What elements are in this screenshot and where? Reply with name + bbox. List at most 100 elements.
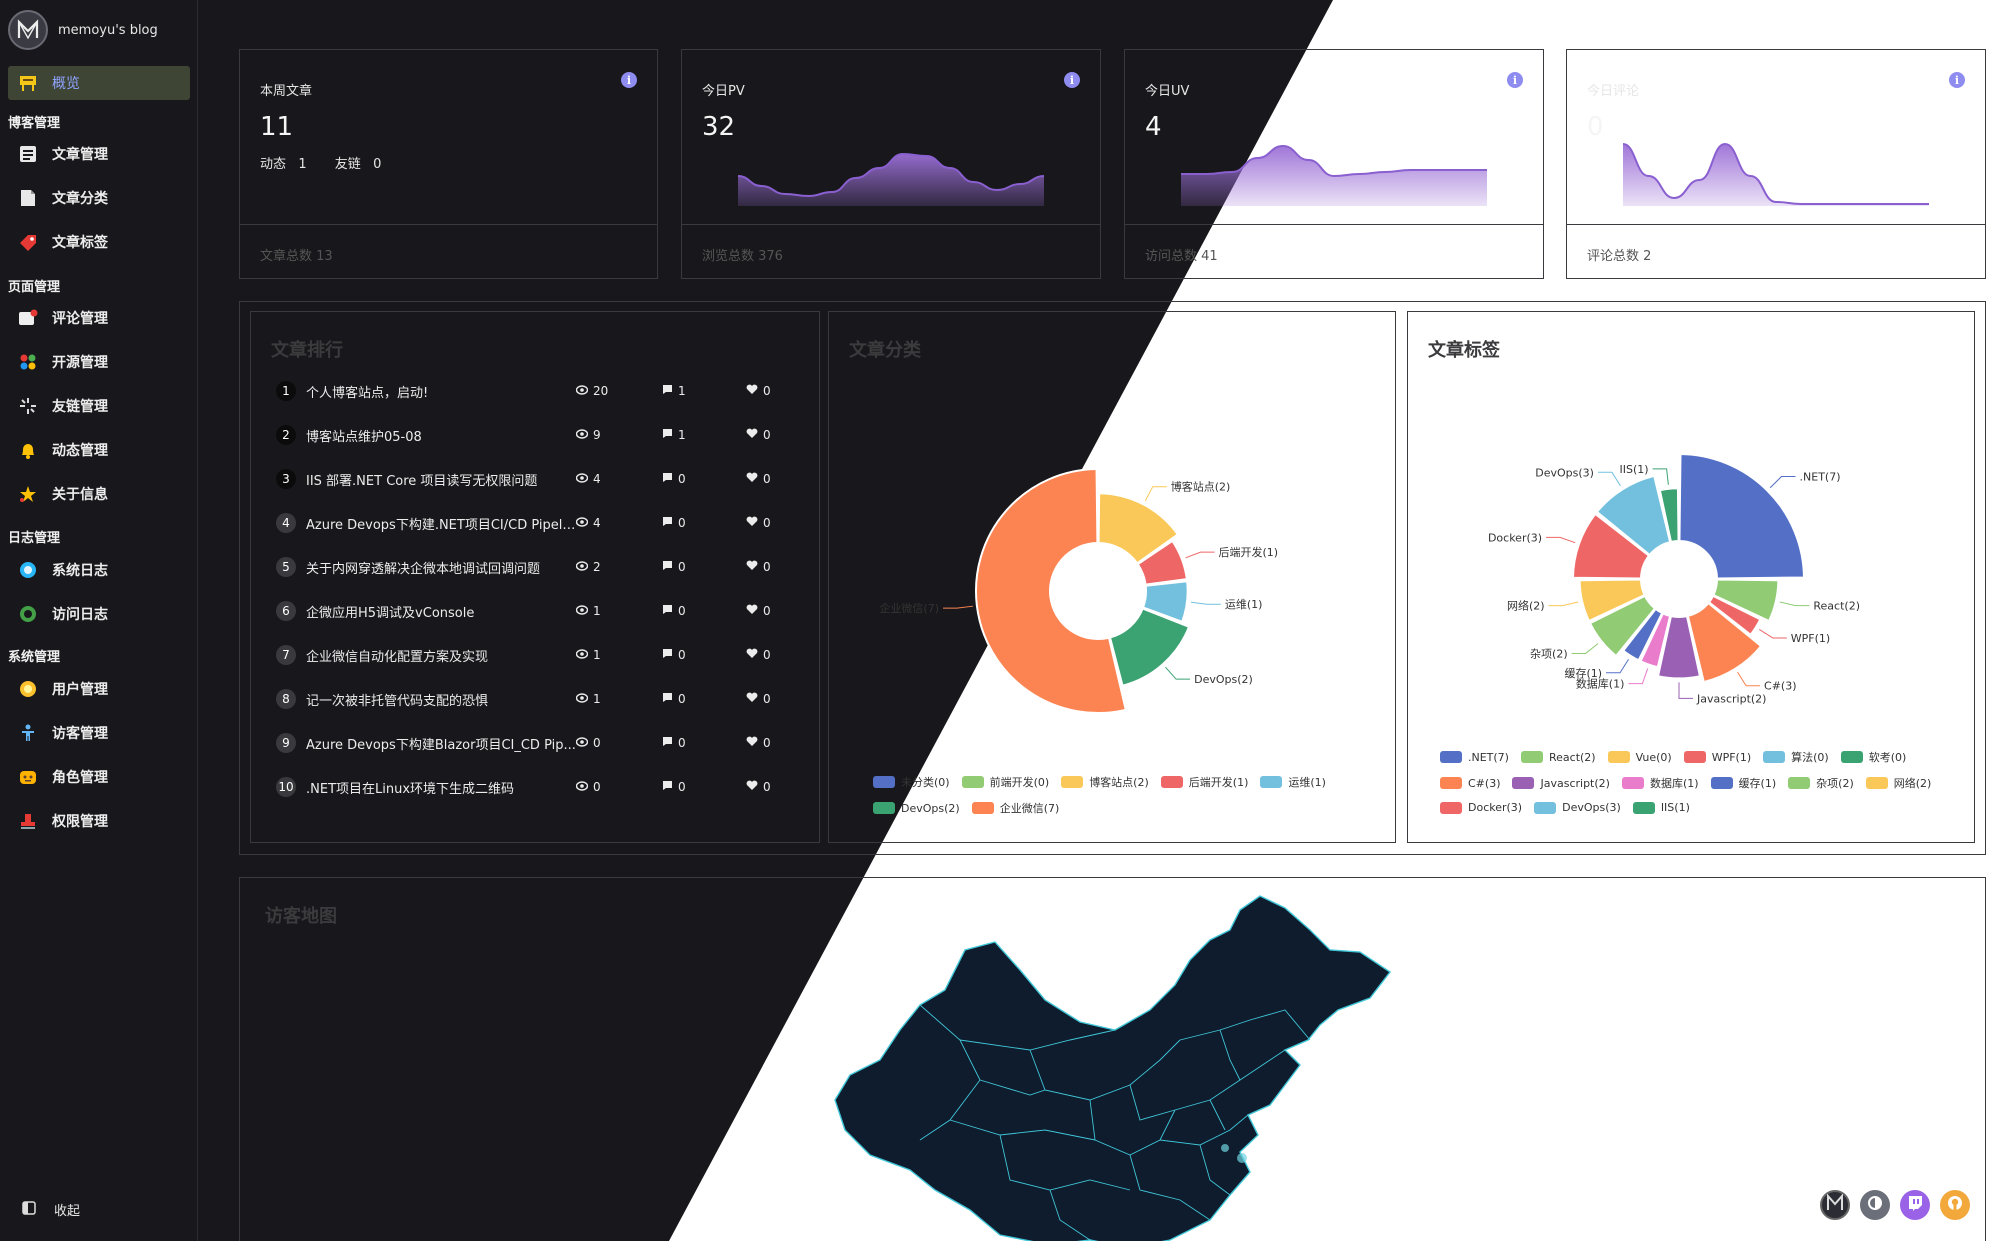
nav-label: 开源管理: [52, 355, 108, 371]
legend-item[interactable]: 数据库(1): [1621, 775, 1699, 791]
legend-item[interactable]: C#(3): [1440, 775, 1500, 791]
map-visitor-marker[interactable]: [1237, 1153, 1247, 1163]
legend-item[interactable]: DevOps(2): [873, 800, 960, 816]
ranking-row[interactable]: 8 记一次被非托管代码支配的恐惧 1 0 0: [276, 687, 786, 711]
nav-accesslog[interactable]: 访问日志: [18, 603, 108, 625]
legend-item[interactable]: 博客站点(2): [1061, 774, 1149, 790]
map-region[interactable]: [834, 895, 1392, 1241]
nav-friendlinks[interactable]: 友链管理: [18, 395, 108, 417]
info-icon[interactable]: i: [621, 72, 637, 88]
brand[interactable]: memoyu's blog: [8, 10, 158, 50]
heart-icon: [746, 604, 758, 618]
info-icon[interactable]: i: [1949, 72, 1965, 88]
legend-item[interactable]: 网络(2): [1865, 775, 1931, 791]
ranking-row[interactable]: 3 IIS 部署.NET Core 项目读写无权限问题 4 0 0: [276, 467, 786, 491]
nav-roles[interactable]: 角色管理: [18, 766, 108, 788]
rank-article-title[interactable]: 企微应用H5调试及vConsole: [306, 605, 475, 621]
legend-swatch: [1440, 777, 1462, 789]
legend-item[interactable]: 前端开发(0): [961, 774, 1049, 790]
nav-comments[interactable]: 评论管理: [18, 307, 108, 329]
slice-leader-line: [1678, 682, 1693, 699]
rank-article-title[interactable]: 企业微信自动化配置方案及实现: [306, 649, 489, 665]
slice-label: 数据库(1): [1576, 677, 1625, 691]
rank-article-title[interactable]: IIS 部署.NET Core 项目读写无权限问题: [306, 473, 538, 489]
legend-item[interactable]: 未分类(0): [873, 774, 950, 790]
logo-float-button[interactable]: [1820, 1190, 1850, 1220]
pie-slice[interactable]: [1712, 578, 1780, 623]
pie-slice[interactable]: [1136, 539, 1188, 586]
legend-item[interactable]: DevOps(3): [1534, 801, 1621, 814]
legend-item[interactable]: React(2): [1520, 749, 1596, 765]
slice-label: DevOps(3): [1535, 466, 1594, 479]
pie-slice[interactable]: [1571, 512, 1651, 580]
pie-slice[interactable]: [1658, 487, 1680, 544]
twitch-button[interactable]: [1900, 1190, 1930, 1220]
pie-slice[interactable]: [975, 467, 1127, 714]
theme-toggle-button[interactable]: [1860, 1190, 1890, 1220]
nav-opensource[interactable]: 开源管理: [18, 351, 108, 373]
nav-tags[interactable]: 文章标签: [18, 231, 108, 253]
nav-moments[interactable]: 动态管理: [18, 439, 108, 461]
ranking-row[interactable]: 6 企微应用H5调试及vConsole 1 0 0: [276, 599, 786, 623]
nav-permissions[interactable]: 权限管理: [18, 810, 108, 832]
eye-icon: [575, 560, 589, 574]
legend-item[interactable]: IIS(1): [1632, 801, 1690, 814]
rank-article-title[interactable]: 个人博客站点，启动!: [306, 385, 429, 401]
pie-slice[interactable]: [1686, 601, 1763, 684]
ranking-row[interactable]: 5 关于内网穿透解决企微本地调试回调问题 2 0 0: [276, 555, 786, 579]
info-icon[interactable]: i: [1507, 72, 1523, 88]
ranking-row[interactable]: 1 个人博客站点，启动! 20 1 0: [276, 379, 786, 403]
legend-item[interactable]: Javascript(2): [1512, 775, 1610, 791]
rank-article-title[interactable]: Azure Devops下构建Blazor项目CI_CD Pip...: [306, 737, 576, 753]
china-map[interactable]: [830, 890, 1410, 1241]
legend-item[interactable]: 杂项(2): [1788, 775, 1854, 791]
collapse-button[interactable]: 收起: [22, 1200, 80, 1219]
legend-label: 缓存(1): [1738, 777, 1777, 790]
legend-item[interactable]: 企业微信(7): [971, 800, 1059, 816]
stat-footer: 文章总数 13: [240, 224, 657, 278]
rank-article-title[interactable]: 记一次被非托管代码支配的恐惧: [306, 693, 489, 709]
legend-item[interactable]: Vue(0): [1607, 749, 1672, 765]
nav-users[interactable]: 用户管理: [18, 678, 108, 700]
legend-item[interactable]: WPF(1): [1683, 749, 1751, 765]
ranking-row[interactable]: 10 .NET项目在Linux环境下生成二维码 0 0 0: [276, 775, 786, 799]
map-visitor-marker[interactable]: [1221, 1144, 1229, 1152]
ranking-row[interactable]: 2 博客站点维护05-08 9 1 0: [276, 423, 786, 447]
legend-item[interactable]: Docker(3): [1440, 801, 1522, 814]
github-button[interactable]: [1940, 1190, 1970, 1220]
nav-visitors[interactable]: 访客管理: [18, 722, 108, 744]
pie-slice[interactable]: [1578, 578, 1646, 623]
comment-count: 0: [662, 560, 686, 574]
pie-slice[interactable]: [1656, 614, 1702, 680]
legend-swatch: [971, 802, 994, 814]
nav-about[interactable]: 关于信息: [18, 483, 108, 505]
pie-slice[interactable]: [1097, 492, 1180, 565]
legend-item[interactable]: 缓存(1): [1710, 775, 1777, 791]
ranking-row[interactable]: 7 企业微信自动化配置方案及实现 1 0 0: [276, 643, 786, 667]
nav-categories[interactable]: 文章分类: [18, 187, 108, 209]
pie-slice[interactable]: [1141, 580, 1189, 624]
nav-group-log: 日志管理: [8, 531, 61, 546]
rank-article-title[interactable]: .NET项目在Linux环境下生成二维码: [306, 781, 515, 797]
legend-item[interactable]: 运维(1): [1260, 774, 1326, 790]
pie-slice[interactable]: [1678, 452, 1806, 580]
ranking-row[interactable]: 9 Azure Devops下构建Blazor项目CI_CD Pip... 0 0 0: [276, 731, 786, 755]
nav-overview[interactable]: 概览: [18, 72, 80, 94]
like-count: 0: [746, 384, 771, 398]
legend-item[interactable]: 软考(0): [1840, 749, 1906, 765]
rank-article-title[interactable]: Azure Devops下构建.NET项目CI/CD Pipeli...: [306, 517, 576, 533]
rank-article-title[interactable]: 博客站点维护05-08: [306, 429, 422, 445]
ranking-row[interactable]: 4 Azure Devops下构建.NET项目CI/CD Pipeli... 4 0 0: [276, 511, 786, 535]
info-icon[interactable]: i: [1064, 72, 1080, 88]
nav-articles[interactable]: 文章管理: [18, 143, 108, 165]
rank-article-title[interactable]: 关于内网穿透解决企微本地调试回调问题: [306, 561, 541, 577]
pie-slice[interactable]: [1588, 594, 1657, 658]
legend-item[interactable]: 算法(0): [1763, 749, 1829, 765]
pie-slice[interactable]: [1108, 607, 1191, 687]
legend-item[interactable]: .NET(7): [1440, 749, 1509, 765]
nav-syslog[interactable]: 系统日志: [18, 559, 108, 581]
legend-item[interactable]: 后端开发(1): [1160, 774, 1248, 790]
pie-slice[interactable]: [1595, 474, 1672, 557]
legend-swatch: [1534, 801, 1557, 814]
view-count: 4: [575, 516, 601, 530]
